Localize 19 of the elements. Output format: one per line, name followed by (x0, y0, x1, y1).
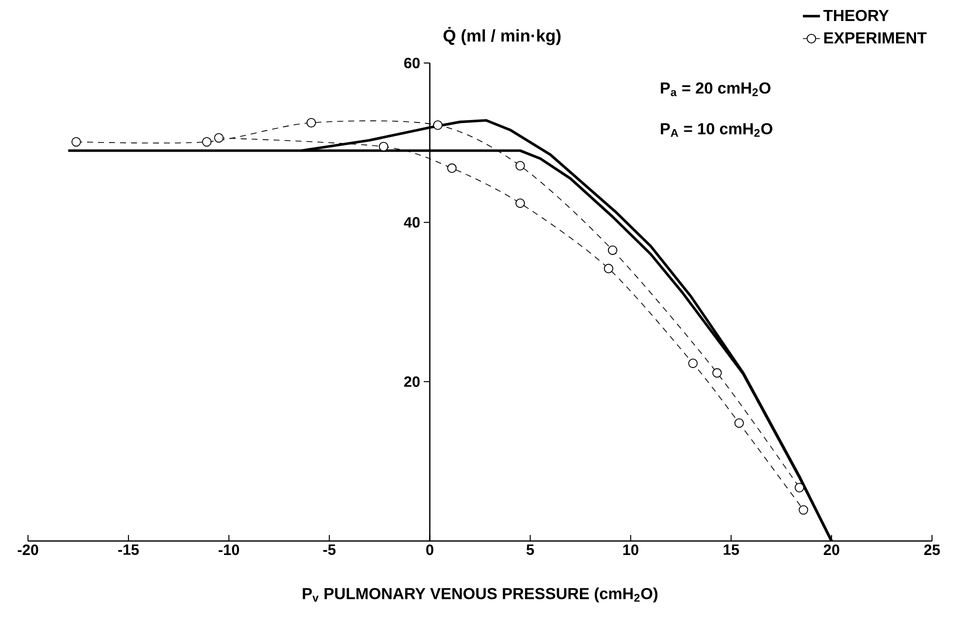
y-tick-label: 20 (404, 376, 420, 387)
x-tick-label: -20 (18, 544, 38, 556)
x-tick-label: 15 (724, 544, 740, 555)
x-tick-label: 0 (426, 544, 434, 556)
x-tick-label: 5 (526, 544, 534, 555)
x-tick-label: -10 (218, 544, 240, 556)
x-tick-label: -5 (323, 544, 336, 555)
y-tick-label: 40 (404, 217, 420, 228)
legend-label: THEORY (823, 10, 889, 22)
x-tick-label: -15 (118, 544, 139, 555)
annotation: P$_{A}$ = 10 cmH$_{2}$O (660, 123, 772, 137)
y-tick-label: 60 (404, 58, 420, 68)
y-axis-title: Q̇ (ml / min·kg) (444, 26, 561, 46)
legend-label: EXPERIMENT (824, 32, 927, 44)
x-axis-title: P$_{v}$ PULMONARY VENOUS PRESSURE (cmH$_{2}$O) (302, 588, 658, 602)
x-tick-label: 20 (824, 544, 840, 556)
x-tick-label: 25 (924, 544, 940, 556)
annotation: P$_{a}$ = 20 cmH$_{2}$O (660, 82, 770, 96)
x-tick-label: 10 (623, 544, 638, 556)
